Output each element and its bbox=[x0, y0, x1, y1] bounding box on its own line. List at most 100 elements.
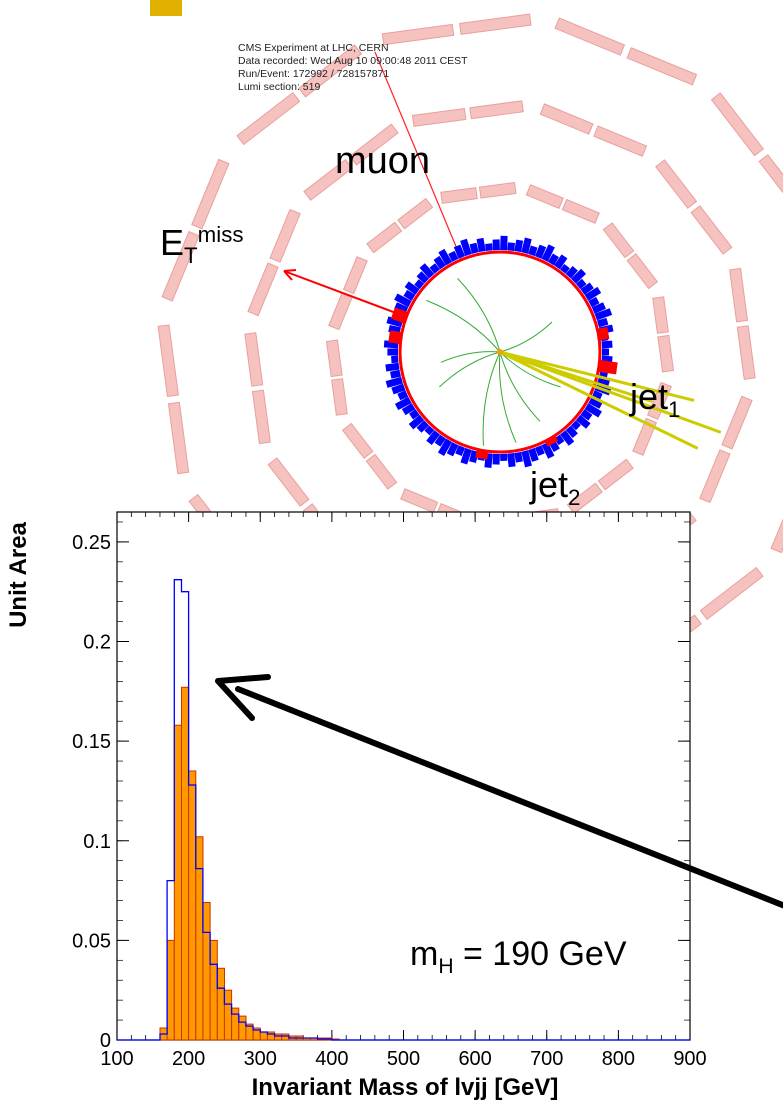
barrel-module bbox=[331, 378, 348, 416]
barrel-module bbox=[365, 453, 398, 490]
hcal-deposit bbox=[469, 450, 479, 463]
charged-track bbox=[499, 351, 561, 388]
mass-annotation-base: m bbox=[410, 935, 439, 973]
barrel-module bbox=[411, 107, 467, 127]
barrel-module bbox=[267, 457, 310, 507]
hcal-deposit bbox=[455, 445, 466, 457]
mass-histogram: 100 200 300 400 500 600 700 800 900 0 0.05 0.1 0.15 0… bbox=[72, 511, 707, 1070]
hcal-deposit bbox=[575, 414, 591, 429]
hcal-deposit bbox=[397, 390, 409, 401]
histogram-bar bbox=[238, 1015, 247, 1041]
hcal-deposit bbox=[565, 265, 578, 279]
hcal-deposit bbox=[391, 355, 399, 364]
cms-event-display bbox=[283, 51, 722, 468]
x-axis-label: Invariant Mass of lvjj [GeV] bbox=[251, 1074, 559, 1101]
barrel-module bbox=[251, 389, 271, 445]
barrel-module bbox=[770, 482, 783, 554]
hcal-deposit bbox=[401, 403, 416, 416]
barrel-module bbox=[397, 197, 434, 230]
event-info-line-2: Data recorded: Wed Aug 10 09:00:48 2011 … bbox=[238, 55, 468, 67]
hcal-deposit bbox=[597, 376, 611, 387]
jet-track bbox=[499, 350, 695, 402]
hcal-deposit bbox=[469, 242, 479, 254]
ecal-deposit bbox=[544, 435, 559, 447]
barrel-module bbox=[561, 198, 600, 224]
hcal-deposit bbox=[446, 442, 459, 457]
hcal-deposit bbox=[403, 289, 416, 301]
hcal-deposit bbox=[419, 263, 435, 279]
histogram-bar bbox=[173, 724, 183, 1041]
hcal-deposit bbox=[429, 263, 440, 274]
hcal-deposit bbox=[570, 268, 587, 284]
hcal-deposit bbox=[584, 403, 602, 418]
barrel-module bbox=[381, 23, 455, 46]
hcal-deposit bbox=[591, 302, 606, 314]
histogram-bar bbox=[195, 836, 204, 1041]
hcal-deposit bbox=[565, 425, 578, 439]
barrel-module bbox=[655, 159, 698, 209]
hcal-deposit bbox=[433, 255, 446, 270]
barrel-module bbox=[729, 267, 749, 323]
hcal-deposit bbox=[485, 243, 493, 251]
barrel-module bbox=[349, 123, 399, 166]
histogram-bar bbox=[223, 989, 233, 1041]
hcal-deposit bbox=[570, 420, 581, 431]
barrel-module bbox=[161, 230, 200, 302]
barrel-module bbox=[539, 103, 594, 135]
hcal-deposit bbox=[575, 278, 587, 290]
hcal-deposit bbox=[591, 390, 603, 401]
charged-track bbox=[457, 278, 501, 353]
barrel-module bbox=[167, 401, 190, 475]
mass-annotation: mH = 190 GeV bbox=[410, 935, 627, 979]
hcal-deposit bbox=[453, 244, 466, 259]
hcal-deposit bbox=[434, 434, 446, 447]
hcal-deposit bbox=[507, 242, 515, 251]
hcal-deposit bbox=[448, 250, 459, 262]
hcal-deposit bbox=[580, 409, 593, 421]
pointer-arrow bbox=[215, 674, 783, 909]
hcal-deposit bbox=[541, 244, 555, 262]
event-info-line-4: Lumi section: 519 bbox=[238, 81, 321, 93]
hcal-deposit bbox=[424, 425, 435, 436]
hcal-deposit bbox=[416, 420, 430, 433]
barrel-module bbox=[657, 334, 675, 373]
barrel-module bbox=[325, 339, 343, 378]
hcal-deposit bbox=[394, 293, 412, 308]
barrel-module bbox=[710, 92, 764, 157]
ecal-deposit bbox=[597, 326, 610, 341]
hcal-deposit bbox=[507, 453, 516, 468]
barrel-module bbox=[298, 44, 363, 98]
barrel-module bbox=[469, 100, 524, 120]
jet2-label-base: jet bbox=[530, 464, 569, 505]
hcal-deposit bbox=[426, 430, 440, 446]
barrel-module bbox=[626, 253, 659, 290]
hcal-deposit bbox=[528, 245, 538, 257]
barrel-module bbox=[303, 158, 353, 201]
barrel-module bbox=[525, 184, 564, 209]
charged-track bbox=[499, 321, 553, 353]
hcal-deposit bbox=[408, 414, 425, 430]
histogram-bar bbox=[266, 1031, 276, 1041]
hcal-deposit bbox=[514, 239, 524, 253]
event-info-line-3: Run/Event: 172992 / 728157871 bbox=[238, 68, 390, 80]
x-tick-label: 900 bbox=[673, 1048, 706, 1070]
hcal-deposit bbox=[599, 369, 609, 379]
jet2-label-sub: 2 bbox=[568, 485, 581, 511]
barrel-module bbox=[236, 92, 301, 146]
barrel-module bbox=[328, 292, 353, 331]
barrel-module bbox=[699, 566, 764, 620]
mass-annotation-rest: = 190 GeV bbox=[453, 935, 627, 973]
barrel-module bbox=[341, 422, 374, 459]
y-tick-label: 0.15 bbox=[72, 731, 111, 753]
hcal-deposit bbox=[584, 286, 602, 301]
ecal-deposit bbox=[388, 330, 402, 345]
barrel-module bbox=[597, 458, 634, 491]
hcal-deposit bbox=[437, 438, 453, 456]
ecal-deposit bbox=[390, 307, 409, 324]
hcal-deposit bbox=[560, 430, 575, 446]
x-tick-label: 400 bbox=[315, 1048, 348, 1070]
hcal-deposit bbox=[601, 355, 613, 364]
hcal-deposit bbox=[394, 396, 412, 411]
hcal-deposit bbox=[404, 281, 420, 295]
